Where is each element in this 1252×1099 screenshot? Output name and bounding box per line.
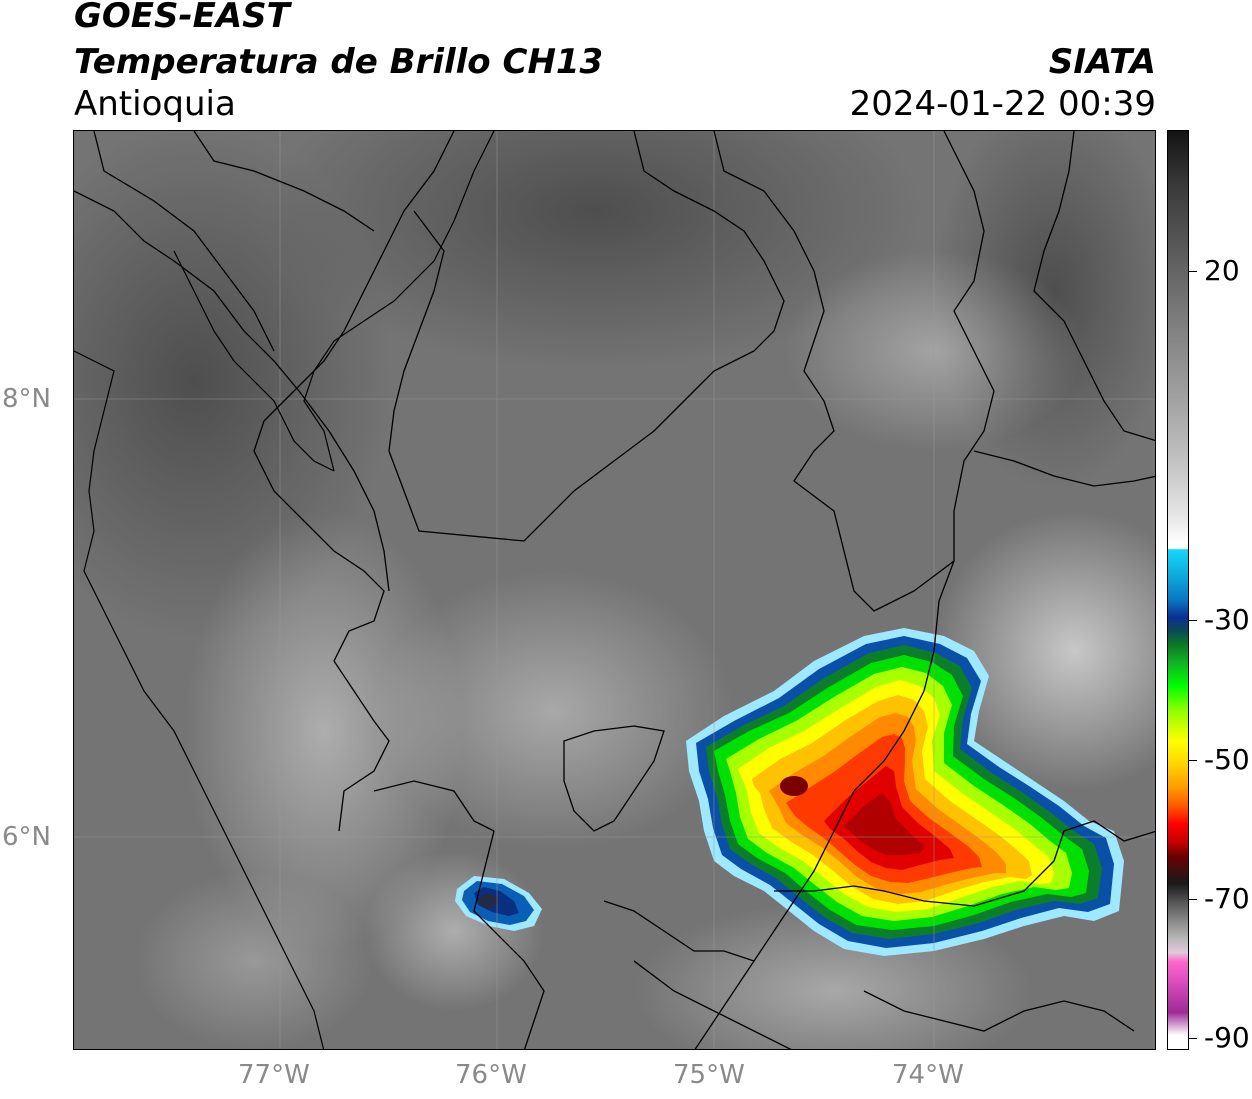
- colorbar-tick: [1189, 271, 1197, 272]
- colorbar-tick: [1189, 1038, 1197, 1039]
- organization-label: SIATA: [1048, 42, 1156, 82]
- map-title-satellite: GOES-EAST: [74, 0, 290, 36]
- colorbar-label-minus30: -30: [1204, 603, 1250, 636]
- colorbar-tick: [1189, 760, 1197, 761]
- map-subtitle-region: Antioquia: [74, 84, 236, 124]
- graticule: [74, 131, 1155, 1049]
- cloud-area: [134, 871, 374, 1049]
- colorbar-label-minus50: -50: [1204, 743, 1250, 776]
- lon-label-76w: 76°W: [455, 1060, 527, 1090]
- map-canvas: [74, 131, 1155, 1049]
- cloud-area: [184, 511, 464, 951]
- timestamp-label: 2024-01-22 00:39: [849, 84, 1156, 124]
- dark-cloudfree-area: [264, 131, 924, 371]
- storm-cell-small: [455, 876, 542, 931]
- lat-label-6n: 6°N: [2, 822, 51, 852]
- temperature-colorbar: [1167, 130, 1189, 1050]
- colorbar-label-20: 20: [1204, 254, 1240, 287]
- cloud-area: [364, 851, 544, 1011]
- lon-label-77w: 77°W: [238, 1060, 310, 1090]
- cloud-area: [934, 511, 1155, 791]
- colorbar-label-minus90: -90: [1204, 1021, 1250, 1054]
- colorbar-tick: [1189, 899, 1197, 900]
- cloud-area: [374, 571, 734, 851]
- storm-cell-main: [686, 628, 1124, 956]
- satellite-map[interactable]: [73, 130, 1156, 1050]
- colorbar-label-minus70: -70: [1204, 882, 1250, 915]
- admin-boundaries: [74, 131, 1155, 1049]
- coastline: [74, 131, 495, 1049]
- map-title-product: Temperatura de Brillo CH13: [74, 42, 604, 82]
- lon-label-74w: 74°W: [892, 1060, 964, 1090]
- lat-label-8n: 8°N: [2, 384, 51, 414]
- colorbar-tick: [1189, 620, 1197, 621]
- lon-label-75w: 75°W: [673, 1060, 745, 1090]
